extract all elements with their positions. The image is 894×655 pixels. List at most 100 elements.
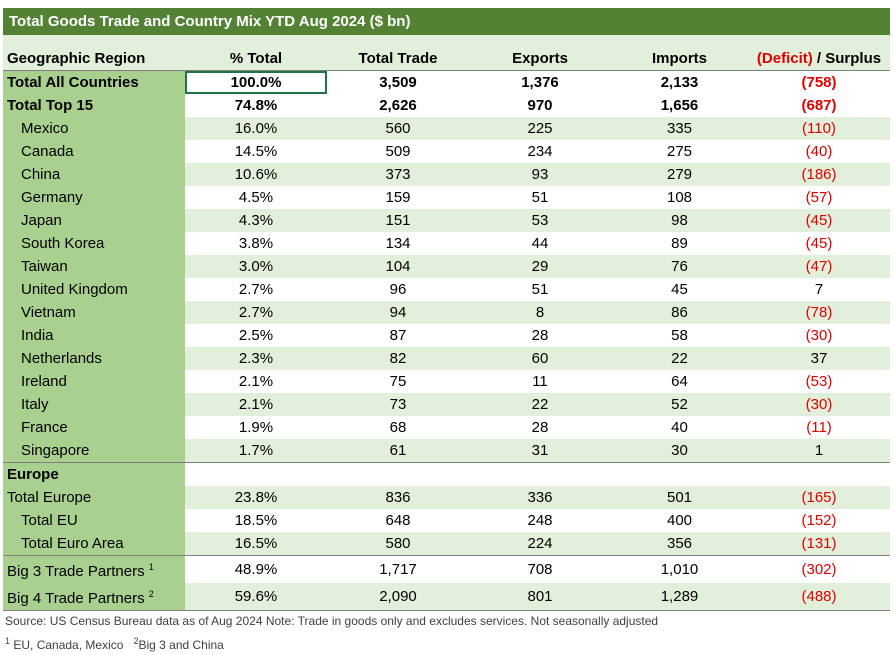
cell-total[interactable]: 648 <box>327 509 469 532</box>
cell-balance[interactable]: (47) <box>748 255 890 278</box>
cell-total[interactable]: 75 <box>327 370 469 393</box>
cell-imports[interactable]: 30 <box>611 439 748 463</box>
cell-balance[interactable]: 1 <box>748 439 890 463</box>
header-imports[interactable]: Imports <box>611 47 748 71</box>
row-label[interactable]: Canada <box>3 140 185 163</box>
cell-total[interactable]: 96 <box>327 278 469 301</box>
cell-imports[interactable]: 2,133 <box>611 70 748 94</box>
europe-heading[interactable]: Europe <box>3 462 185 486</box>
cell-exports[interactable]: 53 <box>469 209 611 232</box>
cell-exports[interactable]: 29 <box>469 255 611 278</box>
cell-pct[interactable]: 2.7% <box>185 301 327 324</box>
header-region[interactable]: Geographic Region <box>3 47 185 71</box>
cell-imports[interactable]: 279 <box>611 163 748 186</box>
row-label[interactable]: France <box>3 416 185 439</box>
row-label[interactable]: Singapore <box>3 439 185 463</box>
cell-balance[interactable]: (57) <box>748 186 890 209</box>
cell-pct[interactable]: 14.5% <box>185 140 327 163</box>
cell-pct[interactable]: 3.0% <box>185 255 327 278</box>
cell-imports[interactable]: 22 <box>611 347 748 370</box>
cell-imports[interactable]: 275 <box>611 140 748 163</box>
cell-pct[interactable]: 1.7% <box>185 439 327 463</box>
row-label[interactable]: Taiwan <box>3 255 185 278</box>
cell-balance[interactable]: 37 <box>748 347 890 370</box>
cell-exports[interactable]: 224 <box>469 532 611 556</box>
row-label[interactable]: Big 4 Trade Partners 2 <box>3 583 185 611</box>
row-label[interactable]: Total EU <box>3 509 185 532</box>
row-label[interactable]: Italy <box>3 393 185 416</box>
cell-exports[interactable]: 28 <box>469 324 611 347</box>
cell-imports[interactable]: 76 <box>611 255 748 278</box>
cell-exports[interactable]: 44 <box>469 232 611 255</box>
cell-exports[interactable]: 51 <box>469 186 611 209</box>
cell-exports[interactable]: 60 <box>469 347 611 370</box>
cell-exports[interactable]: 8 <box>469 301 611 324</box>
cell-imports[interactable]: 400 <box>611 509 748 532</box>
row-label[interactable]: Total Europe <box>3 486 185 509</box>
cell-balance[interactable]: 7 <box>748 278 890 301</box>
cell-total[interactable]: 104 <box>327 255 469 278</box>
empty-cell[interactable] <box>611 462 748 486</box>
cell-imports[interactable]: 58 <box>611 324 748 347</box>
cell-total[interactable]: 151 <box>327 209 469 232</box>
cell-balance[interactable]: (186) <box>748 163 890 186</box>
cell-pct[interactable]: 16.5% <box>185 532 327 556</box>
cell-balance[interactable]: (53) <box>748 370 890 393</box>
row-label[interactable]: Big 3 Trade Partners 1 <box>3 555 185 583</box>
cell-exports[interactable]: 11 <box>469 370 611 393</box>
cell-pct[interactable]: 4.5% <box>185 186 327 209</box>
cell-pct[interactable]: 2.5% <box>185 324 327 347</box>
cell-balance[interactable]: (78) <box>748 301 890 324</box>
cell-pct[interactable]: 10.6% <box>185 163 327 186</box>
cell-pct[interactable]: 1.9% <box>185 416 327 439</box>
cell-pct[interactable]: 48.9% <box>185 555 327 583</box>
empty-cell[interactable] <box>748 462 890 486</box>
cell-total[interactable]: 509 <box>327 140 469 163</box>
row-label[interactable]: Vietnam <box>3 301 185 324</box>
empty-cell[interactable] <box>469 462 611 486</box>
cell-imports[interactable]: 89 <box>611 232 748 255</box>
cell-pct[interactable]: 2.7% <box>185 278 327 301</box>
row-label[interactable]: Total Top 15 <box>3 94 185 117</box>
cell-total[interactable]: 73 <box>327 393 469 416</box>
cell-total[interactable]: 61 <box>327 439 469 463</box>
cell-pct[interactable]: 2.3% <box>185 347 327 370</box>
cell-balance[interactable]: (11) <box>748 416 890 439</box>
cell-balance[interactable]: (165) <box>748 486 890 509</box>
cell-pct[interactable]: 59.6% <box>185 583 327 611</box>
cell-imports[interactable]: 1,289 <box>611 583 748 611</box>
cell-imports[interactable]: 501 <box>611 486 748 509</box>
cell-imports[interactable]: 1,656 <box>611 94 748 117</box>
cell-imports[interactable]: 40 <box>611 416 748 439</box>
cell-exports[interactable]: 708 <box>469 555 611 583</box>
cell-total[interactable]: 134 <box>327 232 469 255</box>
cell-exports[interactable]: 1,376 <box>469 70 611 94</box>
cell-balance[interactable]: (131) <box>748 532 890 556</box>
cell-exports[interactable]: 31 <box>469 439 611 463</box>
cell-total[interactable]: 1,717 <box>327 555 469 583</box>
cell-balance[interactable]: (30) <box>748 393 890 416</box>
cell-exports[interactable]: 970 <box>469 94 611 117</box>
cell-total[interactable]: 94 <box>327 301 469 324</box>
cell-imports[interactable]: 335 <box>611 117 748 140</box>
cell-balance[interactable]: (30) <box>748 324 890 347</box>
row-label[interactable]: South Korea <box>3 232 185 255</box>
empty-cell[interactable] <box>185 462 327 486</box>
row-label[interactable]: India <box>3 324 185 347</box>
cell-balance[interactable]: (45) <box>748 209 890 232</box>
cell-exports[interactable]: 225 <box>469 117 611 140</box>
cell-imports[interactable]: 52 <box>611 393 748 416</box>
cell-total[interactable]: 2,626 <box>327 94 469 117</box>
cell-pct[interactable]: 74.8% <box>185 94 327 117</box>
cell-balance[interactable]: (40) <box>748 140 890 163</box>
cell-imports[interactable]: 108 <box>611 186 748 209</box>
cell-pct[interactable]: 3.8% <box>185 232 327 255</box>
cell-balance[interactable]: (488) <box>748 583 890 611</box>
cell-pct[interactable]: 16.0% <box>185 117 327 140</box>
cell-exports[interactable]: 801 <box>469 583 611 611</box>
cell-total[interactable]: 159 <box>327 186 469 209</box>
cell-balance[interactable]: (152) <box>748 509 890 532</box>
cell-imports[interactable]: 98 <box>611 209 748 232</box>
cell-imports[interactable]: 64 <box>611 370 748 393</box>
row-label[interactable]: China <box>3 163 185 186</box>
